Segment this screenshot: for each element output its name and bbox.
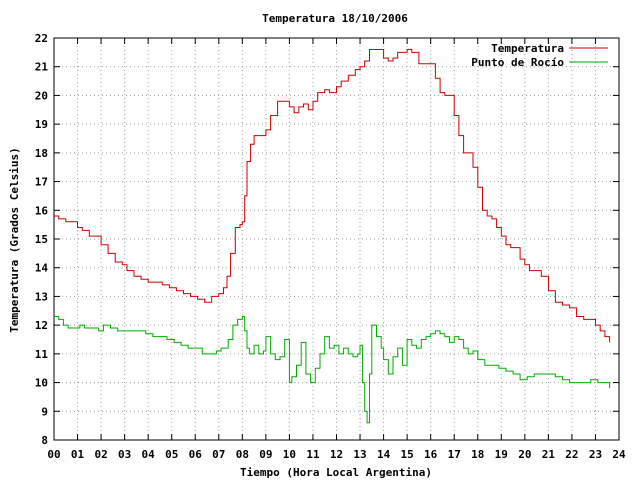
x-tick-label: 20 bbox=[518, 448, 531, 461]
y-tick-label: 12 bbox=[35, 319, 48, 332]
y-tick-label: 22 bbox=[35, 32, 48, 45]
legend-label-punto-de-rocio: Punto de Rocío bbox=[471, 56, 564, 69]
y-tick-label: 17 bbox=[35, 176, 48, 189]
x-tick-label: 13 bbox=[353, 448, 366, 461]
y-tick-label: 15 bbox=[35, 233, 48, 246]
x-tick-label: 18 bbox=[471, 448, 484, 461]
x-tick-label: 07 bbox=[212, 448, 225, 461]
legend-label-temperatura: Temperatura bbox=[491, 42, 564, 55]
x-tick-label: 19 bbox=[495, 448, 508, 461]
y-tick-label: 14 bbox=[35, 262, 49, 275]
x-tick-label: 08 bbox=[236, 448, 249, 461]
y-tick-label: 10 bbox=[35, 377, 48, 390]
y-tick-label: 9 bbox=[41, 405, 48, 418]
series-line-punto-de-rocio bbox=[54, 316, 611, 424]
x-tick-label: 02 bbox=[94, 448, 107, 461]
x-tick-label: 10 bbox=[283, 448, 296, 461]
y-tick-label: 18 bbox=[35, 147, 48, 160]
y-tick-label: 8 bbox=[41, 434, 48, 447]
grid bbox=[54, 38, 619, 440]
x-tick-label: 00 bbox=[47, 448, 60, 461]
x-tick-label: 06 bbox=[189, 448, 203, 461]
x-tick-label: 09 bbox=[259, 448, 272, 461]
y-tick-label: 19 bbox=[35, 118, 48, 131]
axis-ticks: 8 9 10 11 12 13 14 15 16 17 18 19 20 21 22 00 01 02 03 04 05… bbox=[35, 32, 626, 461]
x-tick-label: 22 bbox=[565, 448, 578, 461]
y-axis-label: Temperatura (Grados Celsius) bbox=[8, 147, 21, 332]
x-tick-label: 04 bbox=[142, 448, 156, 461]
x-tick-label: 15 bbox=[401, 448, 414, 461]
series-group bbox=[54, 49, 611, 424]
x-tick-label: 21 bbox=[542, 448, 556, 461]
x-tick-label: 23 bbox=[589, 448, 602, 461]
x-tick-label: 01 bbox=[71, 448, 85, 461]
x-tick-label: 12 bbox=[330, 448, 343, 461]
x-tick-label: 05 bbox=[165, 448, 178, 461]
y-tick-label: 11 bbox=[35, 348, 49, 361]
y-tick-label: 21 bbox=[35, 61, 49, 74]
series-line-temperatura bbox=[54, 49, 611, 343]
chart-title: Temperatura 18/10/2006 bbox=[262, 12, 408, 25]
y-tick-label: 13 bbox=[35, 290, 48, 303]
x-axis-label: Tiempo (Hora Local Argentina) bbox=[240, 466, 432, 479]
y-tick-label: 16 bbox=[35, 204, 49, 217]
y-tick-label: 20 bbox=[35, 89, 48, 102]
x-tick-label: 03 bbox=[118, 448, 131, 461]
x-tick-label: 17 bbox=[448, 448, 461, 461]
legend: Temperatura Punto de Rocío bbox=[471, 42, 608, 69]
x-tick-label: 11 bbox=[306, 448, 320, 461]
x-tick-label: 16 bbox=[424, 448, 438, 461]
x-tick-label: 14 bbox=[377, 448, 391, 461]
x-tick-label: 24 bbox=[612, 448, 626, 461]
